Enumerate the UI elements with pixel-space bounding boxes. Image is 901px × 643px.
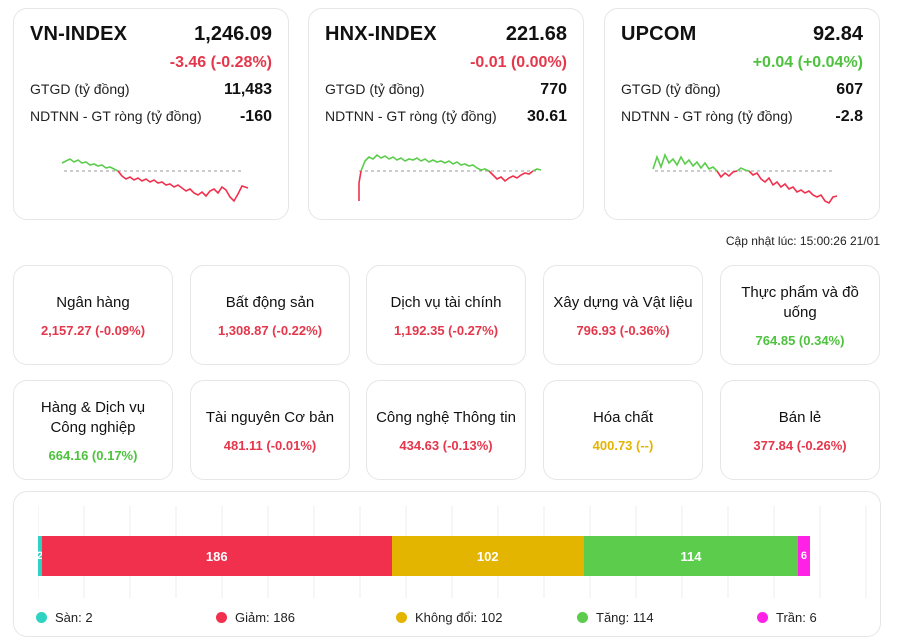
ndtnn-label: NDTNN - GT ròng (tỷ đồng) xyxy=(30,108,202,124)
legend-item-san[interactable]: Sàn: 2 xyxy=(36,610,93,625)
breadth-segment-san[interactable]: 2 xyxy=(37,536,43,576)
index-sparkline xyxy=(652,152,838,205)
sector-metric: 481.11 (-0.01%) xyxy=(223,437,317,453)
gtgd-value: 770 xyxy=(540,81,567,98)
index-card-hnxindex[interactable]: HNX-INDEX 221.68 -0.01 (0.00%) GTGD (tỷ … xyxy=(308,8,584,220)
sector-name: Dịch vụ tài chính xyxy=(390,293,502,311)
index-card-upcom[interactable]: UPCOM 92.84 +0.04 (+0.04%) GTGD (tỷ đồng… xyxy=(604,8,880,220)
index-card-vnindex[interactable]: VN-INDEX 1,246.09 -3.46 (-0.28%) GTGD (t… xyxy=(13,8,289,220)
gtgd-value: 11,483 xyxy=(223,81,272,98)
index-change: +0.04 (+0.04%) xyxy=(752,54,863,71)
legend-label: Tăng: 114 xyxy=(596,610,654,625)
sector-name: Tài nguyên Cơ bản xyxy=(205,408,335,426)
index-value: 92.84 xyxy=(812,23,863,45)
sector-card-ngan-hang[interactable]: Ngân hàng 2,157.27 (-0.09%) xyxy=(13,265,173,365)
index-name: VN-INDEX xyxy=(30,23,128,45)
legend-label: Trần: 6 xyxy=(776,610,817,625)
sector-card-hang-dich-vu-cong-nghiep[interactable]: Hàng & Dịch vụ Công nghiệp 664.16 (0.17%… xyxy=(13,380,173,480)
sector-name: Xây dựng và Vật liệu xyxy=(553,293,693,311)
legend-label: Giảm: 186 xyxy=(235,610,295,625)
ndtnn-value: -160 xyxy=(239,108,272,125)
index-name: UPCOM xyxy=(621,23,697,45)
breadth-legend: Sàn: 2 Giảm: 186 Không đổi: 102 Tăng: 11… xyxy=(36,610,876,628)
sector-card-cong-nghe-thong-tin[interactable]: Công nghệ Thông tin 434.63 (-0.13%) xyxy=(366,380,526,480)
index-change: -0.01 (0.00%) xyxy=(470,54,567,71)
index-change: -3.46 (-0.28%) xyxy=(169,54,272,71)
sector-card-hoa-chat[interactable]: Hóa chất 400.73 (--) xyxy=(543,380,703,480)
legend-item-khong-doi[interactable]: Không đổi: 102 xyxy=(396,610,502,625)
sector-card-dich-vu-tai-chinh[interactable]: Dịch vụ tài chính 1,192.35 (-0.27%) xyxy=(366,265,526,365)
index-value: 221.68 xyxy=(505,23,567,45)
gtgd-label: GTGD (tỷ đồng) xyxy=(30,81,130,97)
sector-name: Bán lẻ xyxy=(778,408,822,426)
ndtnn-value: 30.61 xyxy=(526,108,567,125)
legend-dot-icon xyxy=(36,612,47,623)
sector-name: Hóa chất xyxy=(592,408,654,426)
legend-item-tran[interactable]: Trần: 6 xyxy=(757,610,817,625)
legend-dot-icon xyxy=(396,612,407,623)
gtgd-label: GTGD (tỷ đồng) xyxy=(325,81,425,97)
sector-metric: 2,157.27 (-0.09%) xyxy=(40,322,146,338)
ndtnn-value: -2.8 xyxy=(835,108,863,125)
sector-metric: 434.63 (-0.13%) xyxy=(399,437,493,453)
sector-card-xay-dung-va-vat-lieu[interactable]: Xây dựng và Vật liệu 796.93 (-0.36%) xyxy=(543,265,703,365)
sector-name: Bất động sản xyxy=(225,293,315,311)
gtgd-label: GTGD (tỷ đồng) xyxy=(621,81,721,97)
sector-metric: 400.73 (--) xyxy=(592,437,654,453)
breadth-segment-tran[interactable]: 6 xyxy=(798,536,810,576)
breadth-segment-tang[interactable]: 114 xyxy=(583,536,799,576)
market-breadth-panel: 2 186 102 114 6 Sàn: 2 Giảm: 186 Không đổi: … xyxy=(13,491,881,637)
sector-name: Công nghệ Thông tin xyxy=(376,408,516,426)
sector-metric: 1,308.87 (-0.22%) xyxy=(217,322,323,338)
sector-name: Hàng & Dịch vụ Công nghiệp xyxy=(40,398,146,436)
legend-dot-icon xyxy=(757,612,768,623)
index-sparkline xyxy=(358,153,542,201)
breadth-segment-giam[interactable]: 186 xyxy=(41,536,392,576)
ndtnn-label: NDTNN - GT ròng (tỷ đồng) xyxy=(325,108,497,124)
sector-name: Thực phẩm và đồ uống xyxy=(741,283,859,321)
gtgd-value: 607 xyxy=(836,81,863,98)
sector-card-tai-nguyen-co-ban[interactable]: Tài nguyên Cơ bản 481.11 (-0.01%) xyxy=(190,380,350,480)
legend-label: Sàn: 2 xyxy=(55,610,93,625)
index-name: HNX-INDEX xyxy=(325,23,437,45)
breadth-segment-khongdoi[interactable]: 102 xyxy=(391,536,584,576)
sector-metric: 764.85 (0.34%) xyxy=(755,332,845,348)
last-updated: Cập nhật lúc: 15:00:26 21/01 xyxy=(725,234,880,248)
sector-card-ban-le[interactable]: Bán lẻ 377.84 (-0.26%) xyxy=(720,380,880,480)
sector-card-thuc-pham-va-do-uong[interactable]: Thực phẩm và đồ uống 764.85 (0.34%) xyxy=(720,265,880,365)
sector-metric: 664.16 (0.17%) xyxy=(48,447,138,463)
sector-card-bat-dong-san[interactable]: Bất động sản 1,308.87 (-0.22%) xyxy=(190,265,350,365)
index-value: 1,246.09 xyxy=(194,23,272,45)
sector-metric: 796.93 (-0.36%) xyxy=(576,322,670,338)
legend-dot-icon xyxy=(216,612,227,623)
ndtnn-label: NDTNN - GT ròng (tỷ đồng) xyxy=(621,108,793,124)
legend-item-giam[interactable]: Giảm: 186 xyxy=(216,610,295,625)
index-sparkline xyxy=(61,158,248,203)
legend-item-tang[interactable]: Tăng: 114 xyxy=(577,610,654,625)
sector-name: Ngân hàng xyxy=(56,293,130,311)
legend-dot-icon xyxy=(577,612,588,623)
legend-label: Không đổi: 102 xyxy=(415,610,503,625)
sector-metric: 377.84 (-0.26%) xyxy=(753,437,847,453)
sector-metric: 1,192.35 (-0.27%) xyxy=(393,322,499,338)
